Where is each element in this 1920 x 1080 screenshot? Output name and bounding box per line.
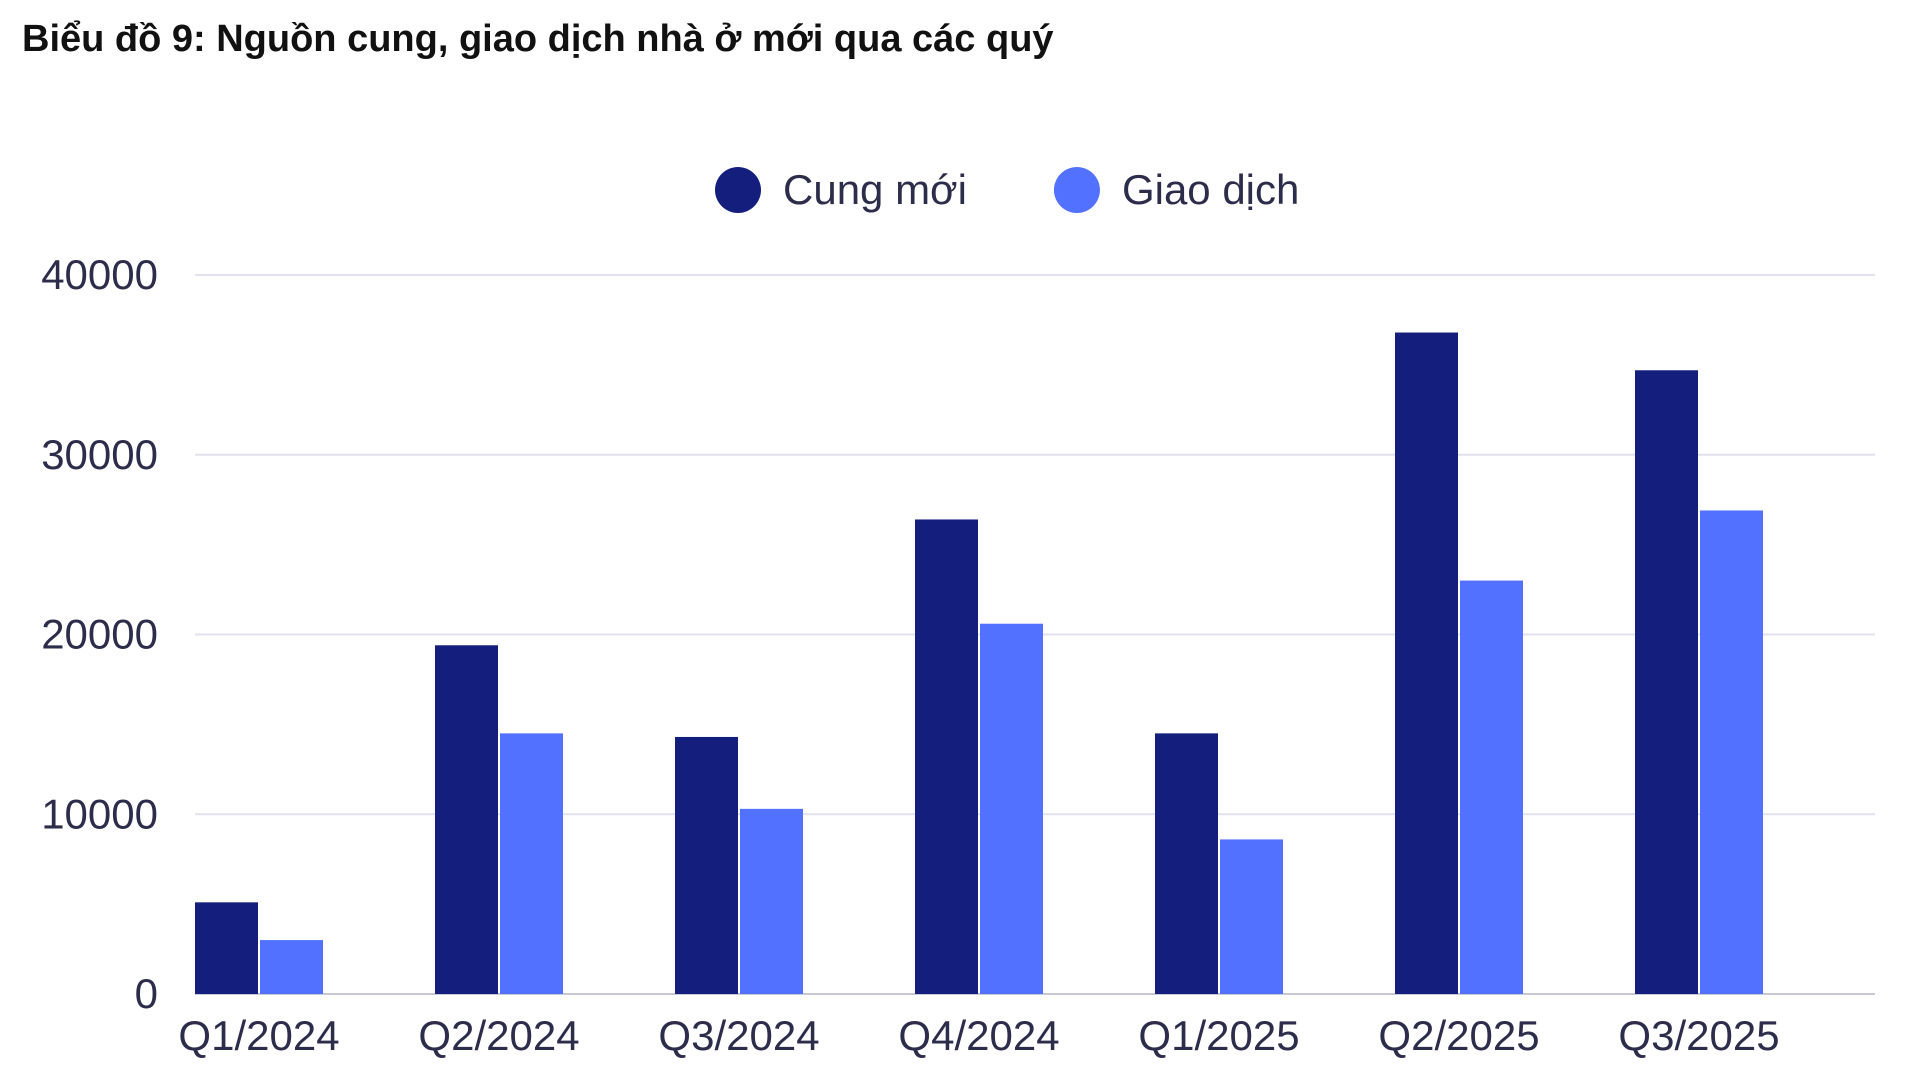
x-tick-label: Q4/2024 — [898, 1012, 1059, 1059]
x-tick-label: Q3/2025 — [1618, 1012, 1779, 1059]
y-tick-label: 30000 — [41, 431, 158, 478]
x-tick-label: Q1/2024 — [178, 1012, 339, 1059]
legend-label: Cung mới — [783, 166, 967, 213]
bar-cung-moi — [195, 902, 258, 994]
bar-cung-moi — [915, 519, 978, 994]
bar-giao-dich — [1460, 580, 1523, 994]
x-tick-label: Q2/2024 — [418, 1012, 579, 1059]
y-tick-label: 0 — [135, 970, 158, 1017]
bar-cung-moi — [435, 645, 498, 994]
bar-giao-dich — [1220, 839, 1283, 994]
legend-label: Giao dịch — [1122, 166, 1299, 213]
bar-cung-moi — [1395, 332, 1458, 994]
bar-giao-dich — [980, 623, 1043, 994]
legend-marker — [1053, 167, 1100, 213]
bar-cung-moi — [1155, 733, 1218, 994]
x-tick-label: Q2/2025 — [1378, 1012, 1539, 1059]
x-tick-label: Q3/2024 — [658, 1012, 819, 1059]
legend-marker — [715, 167, 761, 213]
bar-cung-moi — [1635, 370, 1698, 995]
y-tick-label: 10000 — [41, 790, 158, 837]
bar-giao-dich — [1700, 510, 1763, 994]
bar-giao-dich — [260, 940, 323, 994]
x-tick-label: Q1/2025 — [1138, 1012, 1299, 1059]
chart-title: Biểu đồ 9: Nguồn cung, giao dịch nhà ở m… — [22, 18, 1054, 60]
bar-giao-dich — [500, 733, 563, 994]
y-tick-label: 20000 — [41, 611, 158, 658]
bar-cung-moi — [675, 736, 738, 994]
bar-giao-dich — [740, 808, 803, 994]
y-tick-label: 40000 — [41, 251, 158, 298]
